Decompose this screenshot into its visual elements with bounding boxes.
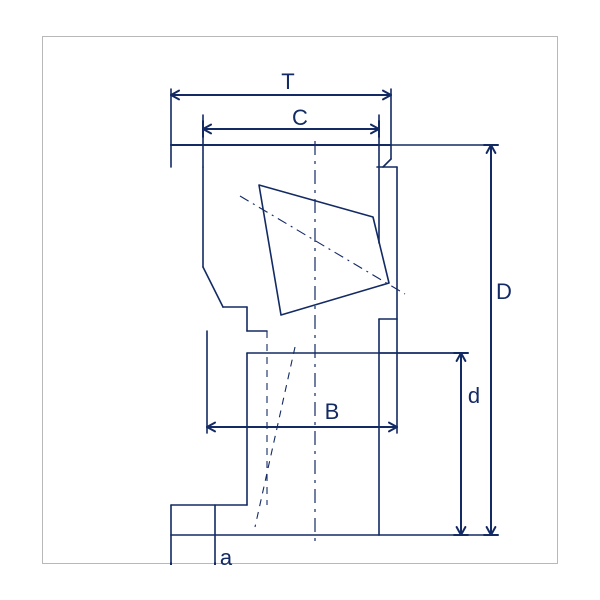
label-C: C — [292, 105, 308, 131]
label-a: a — [220, 545, 232, 571]
label-T: T — [281, 69, 294, 95]
diagram-stage: T C B a D d — [0, 0, 600, 600]
label-D: D — [496, 279, 512, 305]
label-B: B — [325, 399, 340, 425]
label-d: d — [468, 383, 480, 409]
